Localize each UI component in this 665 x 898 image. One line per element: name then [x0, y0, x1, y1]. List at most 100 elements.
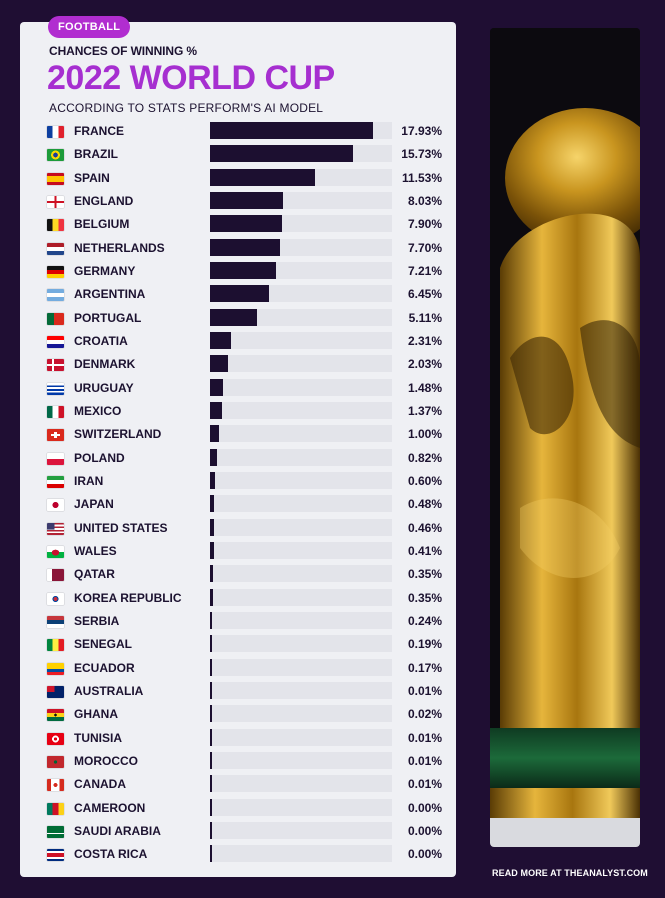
bar-track [210, 658, 392, 676]
mexico-flag-icon [47, 405, 64, 418]
category-label: JAPAN [74, 497, 114, 512]
bar-track [210, 798, 392, 816]
category-label: GHANA [74, 707, 118, 722]
category-label: QATAR [74, 567, 115, 582]
bar-track [210, 541, 392, 559]
bar-track [210, 308, 392, 326]
bar-row-belgium: BELGIUM 7.90% [0, 213, 456, 236]
category-label: NETHERLANDS [74, 240, 165, 255]
bar-row-tunisia: TUNISIA 0.01% [0, 727, 456, 750]
bar-row-mexico: MEXICO 1.37% [0, 400, 456, 423]
bar-netherlands [210, 238, 281, 256]
bar-qatar [210, 565, 214, 583]
bar-row-ecuador: ECUADOR 0.17% [0, 657, 456, 680]
value-label: 1.48% [407, 380, 442, 395]
category-label: IRAN [74, 473, 104, 488]
brazil-flag-icon [47, 149, 64, 162]
value-label: 0.35% [407, 567, 442, 582]
value-label: 0.48% [407, 497, 442, 512]
bar-serbia [210, 611, 213, 629]
bar-iran [210, 471, 216, 489]
france-flag-icon [47, 126, 64, 138]
bar-row-switzerland: SWITZERLAND 1.00% [0, 423, 456, 446]
bar-uruguay [210, 378, 224, 396]
chart-subtitle: CHANCES OF WINNING % [49, 44, 198, 58]
value-label: 8.03% [407, 193, 442, 208]
value-label: 0.01% [407, 777, 442, 792]
value-label: 2.31% [407, 333, 442, 348]
bar-row-ghana: GHANA 0.02% [0, 703, 456, 726]
category-label: KOREA REPUBLIC [74, 590, 182, 605]
trophy-image [490, 28, 640, 847]
value-label: 0.00% [407, 823, 442, 838]
wales-flag-icon [47, 545, 64, 558]
value-label: 2.03% [407, 357, 442, 372]
cameroon-flag-icon [47, 802, 64, 815]
bar-track [210, 331, 392, 349]
bar-argentina [210, 285, 269, 303]
bar-track [210, 191, 392, 209]
bar-track [210, 565, 392, 583]
category-label: ENGLAND [74, 193, 134, 208]
bar-row-morocco: MOROCCO 0.01% [0, 750, 456, 773]
bar-row-croatia: CROATIA 2.31% [0, 330, 456, 353]
bar-switzerland [210, 425, 220, 443]
chart-source: ACCORDING TO STATS PERFORM'S AI MODEL [49, 101, 324, 115]
bar-brazil [210, 145, 354, 163]
category-label: ARGENTINA [74, 287, 146, 302]
bar-row-uruguay: URUGUAY 1.48% [0, 377, 456, 400]
germany-flag-icon [47, 265, 64, 278]
bar-row-iran: IRAN 0.60% [0, 470, 456, 493]
value-label: 0.24% [407, 613, 442, 628]
category-label: SENEGAL [74, 637, 133, 652]
bar-track [210, 821, 392, 839]
bar-ecuador [210, 658, 212, 676]
bar-track [210, 775, 392, 793]
bar-track [210, 751, 392, 769]
category-badge[interactable]: FOOTBALL [48, 16, 131, 38]
bar-row-brazil: BRAZIL 15.73% [0, 143, 456, 166]
bar-row-costa-rica: COSTA RICA 0.00% [0, 843, 456, 866]
ecuador-flag-icon [47, 662, 64, 675]
category-label: TUNISIA [74, 730, 122, 745]
category-label: UNITED STATES [74, 520, 168, 535]
value-label: 0.01% [407, 730, 442, 745]
value-label: 0.60% [407, 473, 442, 488]
value-label: 0.35% [407, 590, 442, 605]
bar-track [210, 145, 392, 163]
value-label: 1.00% [407, 427, 442, 442]
category-label: SAUDI ARABIA [74, 823, 161, 838]
denmark-flag-icon [47, 359, 64, 372]
category-label: AUSTRALIA [74, 683, 144, 698]
category-label: MEXICO [74, 403, 122, 418]
category-label: POLAND [74, 450, 125, 465]
value-label: 7.90% [407, 217, 442, 232]
bar-row-spain: SPAIN 11.53% [0, 167, 456, 190]
iran-flag-icon [47, 475, 64, 488]
bar-row-wales: WALES 0.41% [0, 540, 456, 563]
bar-australia [210, 681, 212, 699]
bar-england [210, 191, 284, 209]
bar-track [210, 845, 392, 863]
category-label: SERBIA [74, 613, 120, 628]
bar-track [210, 425, 392, 443]
bar-belgium [210, 215, 282, 233]
bar-row-england: ENGLAND 8.03% [0, 190, 456, 213]
switzerland-flag-icon [47, 429, 64, 442]
bar-senegal [210, 635, 212, 653]
saudi-arabia-flag-icon [47, 825, 64, 838]
portugal-flag-icon [47, 312, 64, 325]
category-label: PORTUGAL [74, 310, 142, 325]
category-label: CANADA [74, 777, 126, 792]
bar-denmark [210, 355, 229, 373]
category-label: BELGIUM [74, 217, 130, 232]
value-label: 0.19% [407, 637, 442, 652]
value-label: 7.21% [407, 263, 442, 278]
spain-flag-icon [47, 172, 64, 185]
value-label: 0.41% [407, 543, 442, 558]
value-label: 7.70% [407, 240, 442, 255]
value-label: 6.45% [407, 287, 442, 302]
footer-link[interactable]: READ MORE AT THEANALYST.COM [492, 868, 648, 878]
bar-row-saudi-arabia: SAUDI ARABIA 0.00% [0, 820, 456, 843]
belgium-flag-icon [47, 219, 64, 232]
